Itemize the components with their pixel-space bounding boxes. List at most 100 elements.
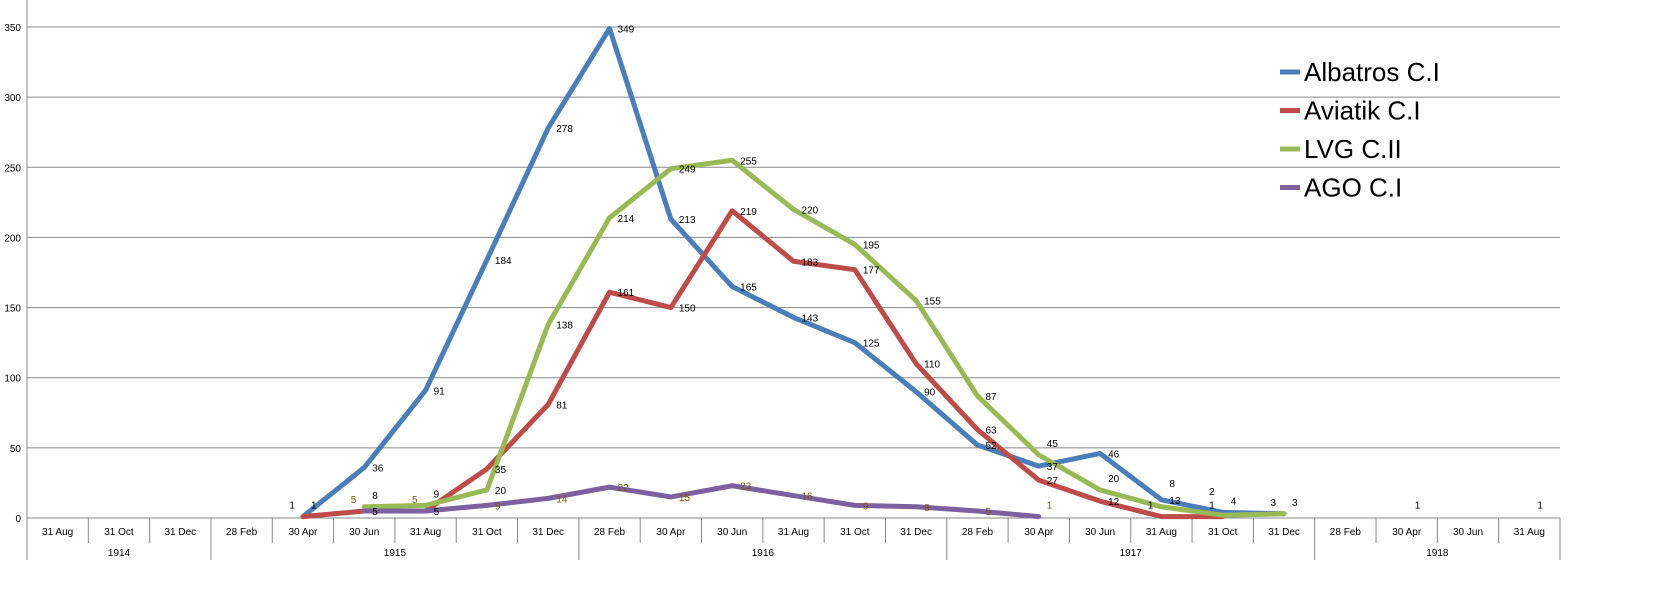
x-tick-label: 31 Dec xyxy=(164,527,196,538)
data-label: 150 xyxy=(679,304,696,315)
legend-label: Aviatik C.I xyxy=(1304,96,1421,126)
y-tick-label: 150 xyxy=(4,304,21,315)
data-label: 15 xyxy=(679,493,691,504)
y-tick-label: 200 xyxy=(4,233,21,244)
data-label: 63 xyxy=(985,426,997,437)
x-tick-label: 28 Feb xyxy=(594,527,626,538)
data-label: 5 xyxy=(351,495,357,506)
x-tick-label: 31 Dec xyxy=(1268,527,1300,538)
y-tick-label: 350 xyxy=(4,23,21,34)
data-label: 183 xyxy=(802,257,819,268)
data-label: 52 xyxy=(985,441,997,452)
data-label: 5 xyxy=(412,495,418,506)
data-label: 1 xyxy=(311,501,317,512)
x-tick-label: 28 Feb xyxy=(226,527,258,538)
data-label: 1 xyxy=(289,501,295,512)
data-label: 278 xyxy=(556,124,573,135)
x-tick-label: 31 Aug xyxy=(42,527,73,538)
data-label: 213 xyxy=(679,215,696,226)
data-label: 81 xyxy=(556,400,568,411)
year-label: 1917 xyxy=(1120,548,1143,559)
data-label: 16 xyxy=(802,492,814,503)
x-tick-label: 31 Aug xyxy=(778,527,809,538)
y-tick-label: 300 xyxy=(4,93,21,104)
x-tick-label: 31 Aug xyxy=(1146,527,1177,538)
data-label: 255 xyxy=(740,156,757,167)
data-label: 22 xyxy=(618,483,630,494)
x-tick-label: 30 Apr xyxy=(656,527,686,538)
data-label: 1 xyxy=(1047,501,1053,512)
data-label: 35 xyxy=(495,465,507,476)
data-label: 8 xyxy=(372,491,378,502)
year-label: 1918 xyxy=(1426,548,1449,559)
x-tick-label: 30 Jun xyxy=(349,527,379,538)
series-line-aviatik-c-i xyxy=(300,208,1226,520)
legend-label: LVG C.II xyxy=(1304,134,1402,164)
data-label: 14 xyxy=(556,494,568,505)
data-label: 23 xyxy=(740,482,752,493)
data-label: 1 xyxy=(1415,501,1421,512)
data-label: 36 xyxy=(372,463,384,474)
data-label: 5 xyxy=(985,507,991,518)
x-tick-label: 30 Jun xyxy=(717,527,747,538)
data-label: 177 xyxy=(863,266,880,277)
x-tick-label: 31 Aug xyxy=(410,527,441,538)
data-label: 27 xyxy=(1047,476,1059,487)
data-label: 1 xyxy=(1209,501,1215,512)
data-label: 90 xyxy=(924,388,936,399)
data-label: 3 xyxy=(1292,498,1298,509)
data-label: 5 xyxy=(372,507,378,518)
x-tick-label: 30 Apr xyxy=(288,527,318,538)
data-label: 349 xyxy=(618,24,635,35)
series-line-lvg-c-ii xyxy=(361,157,1287,518)
data-label: 20 xyxy=(495,486,507,497)
x-tick-label: 30 Jun xyxy=(1453,527,1483,538)
data-label: 220 xyxy=(802,205,819,216)
data-label: 110 xyxy=(924,360,940,371)
x-tick-label: 31 Dec xyxy=(532,527,564,538)
data-label: 214 xyxy=(618,214,635,225)
year-label: 1914 xyxy=(108,548,131,559)
data-label: 219 xyxy=(740,207,757,218)
y-tick-label: 50 xyxy=(10,444,22,455)
data-label: 9 xyxy=(434,489,440,500)
series-line-albatros-c-i xyxy=(300,25,1287,520)
y-tick-label: 100 xyxy=(4,374,21,385)
data-label: 161 xyxy=(618,288,635,299)
x-tick-label: 30 Jun xyxy=(1085,527,1115,538)
data-label: 3 xyxy=(1270,498,1276,509)
x-tick-label: 31 Oct xyxy=(840,527,870,538)
series-line-ago-c-i xyxy=(361,483,1042,520)
data-label: 12 xyxy=(1108,497,1120,508)
legend-label: AGO C.I xyxy=(1304,173,1402,203)
data-label: 195 xyxy=(863,240,880,251)
x-tick-label: 31 Oct xyxy=(1208,527,1238,538)
data-label: 165 xyxy=(740,283,757,294)
data-label: 46 xyxy=(1108,449,1120,460)
x-tick-label: 28 Feb xyxy=(1330,527,1362,538)
x-tick-label: 30 Apr xyxy=(1024,527,1054,538)
data-label: 138 xyxy=(556,320,573,331)
x-tick-label: 31 Aug xyxy=(1514,527,1545,538)
data-label: 37 xyxy=(1047,462,1059,473)
data-label: 184 xyxy=(495,256,512,267)
y-tick-label: 0 xyxy=(15,514,21,525)
year-label: 1915 xyxy=(384,548,407,559)
data-label: 91 xyxy=(434,386,446,397)
x-tick-label: 31 Dec xyxy=(900,527,932,538)
data-label: 1 xyxy=(1148,501,1154,512)
x-tick-label: 31 Oct xyxy=(472,527,502,538)
data-label: 5 xyxy=(434,507,440,518)
data-label: 143 xyxy=(802,313,819,324)
year-label: 1916 xyxy=(752,548,775,559)
data-label: 4 xyxy=(1231,496,1237,507)
x-tick-label: 30 Apr xyxy=(1392,527,1422,538)
data-label: 249 xyxy=(679,165,696,176)
data-label: 8 xyxy=(924,503,930,514)
data-label: 125 xyxy=(863,339,880,350)
data-label: 9 xyxy=(495,501,501,512)
data-label: 155 xyxy=(924,297,941,308)
data-label: 2 xyxy=(1209,487,1215,498)
